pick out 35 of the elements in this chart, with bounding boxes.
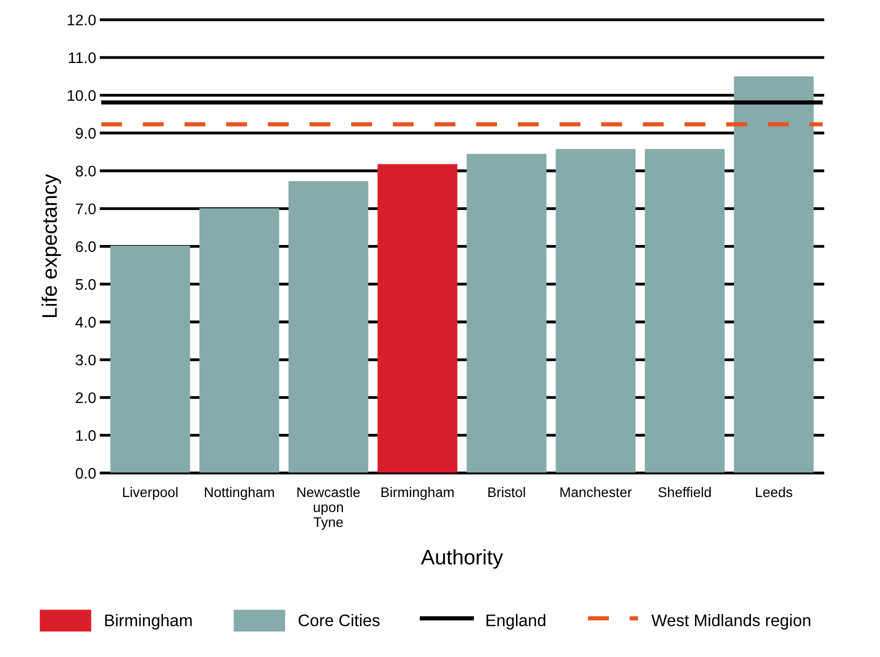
y-tick-label: 7.0: [76, 203, 96, 214]
x-tick-label: Liverpool: [123, 486, 178, 500]
bar: [378, 164, 458, 474]
x-tick-label: Manchester: [560, 486, 632, 498]
y-tick-label: 6.0: [76, 241, 96, 252]
y-tick-label: 2.0: [76, 392, 96, 404]
y-tick-label: 8.0: [76, 166, 96, 177]
x-tick-label: Bristol: [488, 486, 525, 498]
x-tick-label: Leeds: [756, 486, 792, 498]
bar: [556, 148, 636, 474]
legend-label: West Midlands region: [651, 614, 810, 630]
bar: [644, 148, 725, 474]
x-tick-label: Nottingham: [204, 486, 274, 500]
bar: [288, 181, 368, 474]
x-tick-label: Birmingham: [382, 486, 454, 500]
y-tick-label: 4.0: [75, 316, 96, 328]
y-tick-label: 5.0: [76, 279, 96, 290]
x-axis-title: Authority: [420, 549, 504, 569]
y-tick-label: 3.0: [76, 354, 96, 366]
y-tick-label: 9.0: [76, 128, 96, 139]
x-tick-label: Newcastle upon Tyne: [297, 486, 360, 530]
legend-label: Core Cities: [298, 614, 380, 626]
y-tick-label: 12.0: [68, 14, 96, 26]
legend-label: Birmingham: [105, 614, 192, 630]
y-tick-label: 0.0: [76, 468, 96, 479]
bar: [110, 246, 190, 474]
x-tick-label: Sheffield: [658, 486, 711, 498]
bar: [199, 208, 280, 474]
y-tick-label: 11.0: [68, 52, 96, 64]
y-tick-label: 1.0: [76, 430, 96, 441]
y-axis-title: Life expectancy: [42, 174, 62, 318]
bar: [734, 76, 814, 474]
bar: [466, 154, 546, 474]
legend-label: England: [486, 614, 546, 630]
y-tick-label: 10.0: [68, 90, 96, 101]
